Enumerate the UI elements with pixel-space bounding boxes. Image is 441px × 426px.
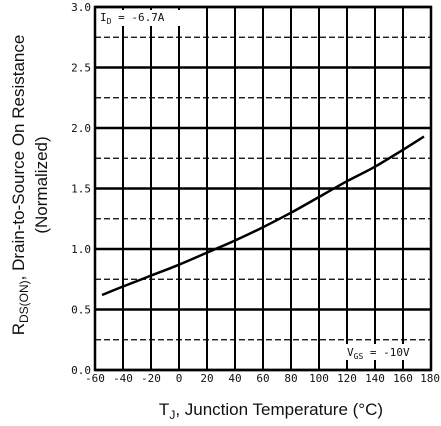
y-tick-label: 2.5 bbox=[71, 62, 91, 75]
id-annotation: ID = -6.7A bbox=[100, 11, 165, 26]
vgs-annotation: VGS = -10V bbox=[347, 346, 410, 361]
y-axis-label: RDS(ON), Drain-to-Source On Resistance (… bbox=[9, 35, 51, 336]
x-tick-label: 180 bbox=[420, 372, 440, 385]
series-line bbox=[101, 135, 425, 297]
x-tick-label: 20 bbox=[200, 372, 213, 385]
grid bbox=[94, 5, 432, 372]
x-tick-label: 160 bbox=[393, 372, 413, 385]
x-tick-label: -40 bbox=[113, 372, 133, 385]
y-tick-label: 1.5 bbox=[71, 183, 91, 196]
y-axis-label-line1: RDS(ON), Drain-to-Source On Resistance bbox=[9, 35, 31, 336]
x-tick-label: -60 bbox=[85, 372, 105, 385]
x-tick-label: 60 bbox=[256, 372, 269, 385]
x-tick-label: 40 bbox=[228, 372, 241, 385]
x-tick-label: 120 bbox=[337, 372, 357, 385]
y-tick-label: 1.0 bbox=[71, 243, 91, 256]
y-tick-label: 0.5 bbox=[71, 304, 91, 317]
y-tick-label: 2.0 bbox=[71, 122, 91, 135]
x-tick-label: 100 bbox=[309, 372, 329, 385]
y-tick-label: 0.0 bbox=[71, 364, 91, 377]
tick-labels: -60 -40 -20 0 20 40 60 80 100 120 140 160 180 0.0 0.5 1… bbox=[71, 1, 440, 385]
x-axis-label: TJ, Junction Temperature (°C) bbox=[159, 400, 383, 422]
x-tick-label: 140 bbox=[365, 372, 385, 385]
y-tick-label: 3.0 bbox=[71, 1, 91, 14]
plot-frame bbox=[93, 5, 433, 372]
x-tick-label: -20 bbox=[141, 372, 161, 385]
y-axis-label-line2: (Normalized) bbox=[32, 136, 51, 233]
id-annotation-box bbox=[97, 10, 189, 26]
vgs-annotation-box bbox=[344, 344, 429, 360]
x-tick-label: 80 bbox=[284, 372, 297, 385]
x-tick-label: 0 bbox=[176, 372, 183, 385]
